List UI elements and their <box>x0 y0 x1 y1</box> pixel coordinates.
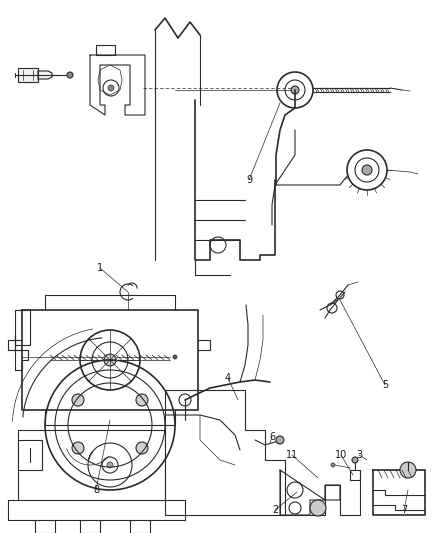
Text: 1: 1 <box>97 263 103 273</box>
Circle shape <box>136 394 148 406</box>
Polygon shape <box>165 390 285 515</box>
Polygon shape <box>373 470 425 515</box>
Circle shape <box>136 442 148 454</box>
Polygon shape <box>8 500 185 520</box>
Text: 9: 9 <box>246 175 252 185</box>
Text: 2: 2 <box>272 505 278 515</box>
Polygon shape <box>38 71 52 79</box>
Circle shape <box>173 355 177 359</box>
Polygon shape <box>18 430 165 510</box>
Circle shape <box>331 463 335 467</box>
Circle shape <box>310 500 326 516</box>
Polygon shape <box>15 335 28 370</box>
Text: 3: 3 <box>356 450 362 460</box>
Circle shape <box>276 436 284 444</box>
Polygon shape <box>90 55 145 115</box>
Polygon shape <box>18 440 42 470</box>
Circle shape <box>104 354 116 366</box>
Polygon shape <box>280 470 340 515</box>
Circle shape <box>362 165 372 175</box>
Circle shape <box>67 72 73 78</box>
Circle shape <box>72 442 84 454</box>
Text: 4: 4 <box>225 373 231 383</box>
Circle shape <box>291 86 299 94</box>
Circle shape <box>352 457 358 463</box>
Circle shape <box>72 394 84 406</box>
Circle shape <box>108 85 114 91</box>
Polygon shape <box>15 310 30 345</box>
Text: 5: 5 <box>382 380 388 390</box>
Text: 10: 10 <box>335 450 347 460</box>
Circle shape <box>400 462 416 478</box>
Polygon shape <box>18 68 38 82</box>
Polygon shape <box>96 45 115 55</box>
Text: 7: 7 <box>401 505 407 515</box>
Text: 8: 8 <box>93 485 99 495</box>
Text: 11: 11 <box>286 450 298 460</box>
Text: 6: 6 <box>269 432 275 442</box>
Circle shape <box>107 462 113 468</box>
